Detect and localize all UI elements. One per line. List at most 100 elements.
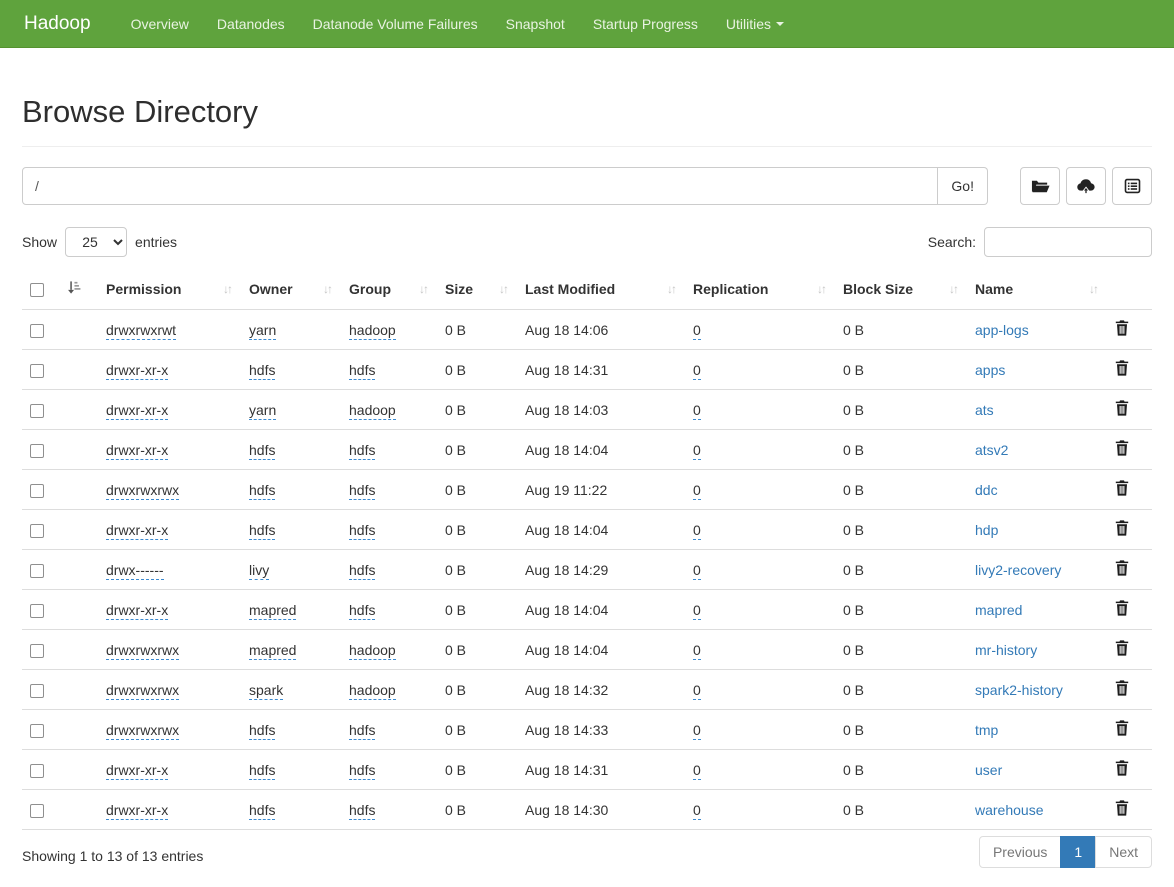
go-button[interactable]: Go! — [938, 167, 988, 205]
group-value[interactable]: hadoop — [349, 681, 396, 700]
row-checkbox[interactable] — [30, 403, 44, 418]
column-header-replication[interactable]: Replication ↓↑ — [685, 271, 835, 310]
replication-value[interactable]: 0 — [693, 521, 701, 540]
row-checkbox[interactable] — [30, 643, 44, 658]
directory-name-link[interactable]: ats — [975, 401, 994, 418]
row-checkbox[interactable] — [30, 523, 44, 538]
directory-name-link[interactable]: atsv2 — [975, 441, 1009, 458]
replication-value[interactable]: 0 — [693, 561, 701, 580]
group-value[interactable]: hdfs — [349, 361, 376, 380]
row-checkbox[interactable] — [30, 763, 44, 778]
trash-icon[interactable] — [1115, 640, 1129, 659]
column-header-block-size[interactable]: Block Size ↓↑ — [835, 271, 967, 310]
owner-value[interactable]: mapred — [249, 601, 297, 620]
replication-value[interactable]: 0 — [693, 601, 701, 620]
permission-value[interactable]: drwxr-xr-x — [106, 761, 169, 780]
owner-value[interactable]: livy — [249, 561, 270, 580]
column-header-permission[interactable]: Permission ↓↑ — [98, 271, 241, 310]
nav-item-datanode-volume-failures[interactable]: Datanode Volume Failures — [312, 15, 478, 32]
replication-value[interactable]: 0 — [693, 321, 701, 340]
column-header-name[interactable]: Name ↓↑ — [967, 271, 1107, 310]
column-header-size[interactable]: Size ↓↑ — [437, 271, 517, 310]
group-value[interactable]: hdfs — [349, 561, 376, 580]
directory-path-input[interactable] — [22, 167, 939, 205]
group-value[interactable]: hadoop — [349, 401, 396, 420]
replication-value[interactable]: 0 — [693, 681, 701, 700]
permission-value[interactable]: drwxrwxrwx — [106, 721, 180, 740]
group-value[interactable]: hadoop — [349, 641, 396, 660]
permission-value[interactable]: drwxr-xr-x — [106, 441, 169, 460]
directory-name-link[interactable]: user — [975, 761, 1003, 778]
owner-value[interactable]: hdfs — [249, 441, 276, 460]
trash-icon[interactable] — [1115, 320, 1129, 339]
permission-value[interactable]: drwxr-xr-x — [106, 601, 169, 620]
group-value[interactable]: hadoop — [349, 321, 396, 340]
directory-name-link[interactable]: mr-history — [975, 641, 1038, 658]
owner-value[interactable]: spark — [249, 681, 284, 700]
sorted-column-header[interactable] — [58, 271, 98, 310]
owner-value[interactable]: hdfs — [249, 721, 276, 740]
pagination-previous[interactable]: Previous — [978, 836, 1062, 868]
group-value[interactable]: hdfs — [349, 441, 376, 460]
trash-icon[interactable] — [1115, 400, 1129, 419]
trash-icon[interactable] — [1115, 480, 1129, 499]
nav-item-datanodes[interactable]: Datanodes — [216, 15, 285, 32]
owner-value[interactable]: yarn — [249, 401, 277, 420]
group-value[interactable]: hdfs — [349, 801, 376, 820]
pagination-page-1[interactable]: 1 — [1060, 836, 1097, 868]
permission-value[interactable]: drwxrwxrwx — [106, 681, 180, 700]
owner-value[interactable]: mapred — [249, 641, 297, 660]
upload-files-button[interactable] — [1066, 167, 1106, 205]
owner-value[interactable]: yarn — [249, 321, 277, 340]
pagination-next[interactable]: Next — [1095, 836, 1152, 868]
nav-item-utilities[interactable]: Utilities — [712, 0, 798, 47]
nav-item-overview[interactable]: Overview — [130, 15, 189, 32]
trash-icon[interactable] — [1115, 760, 1129, 779]
group-value[interactable]: hdfs — [349, 481, 376, 500]
permission-value[interactable]: drwx------ — [106, 561, 164, 580]
row-checkbox[interactable] — [30, 483, 44, 498]
replication-value[interactable]: 0 — [693, 481, 701, 500]
trash-icon[interactable] — [1115, 600, 1129, 619]
permission-value[interactable]: drwxr-xr-x — [106, 801, 169, 820]
row-checkbox[interactable] — [30, 723, 44, 738]
replication-value[interactable]: 0 — [693, 721, 701, 740]
trash-icon[interactable] — [1115, 560, 1129, 579]
create-directory-button[interactable] — [1020, 167, 1060, 205]
row-checkbox[interactable] — [30, 563, 44, 578]
trash-icon[interactable] — [1115, 440, 1129, 459]
permission-value[interactable]: drwxr-xr-x — [106, 401, 169, 420]
permission-value[interactable]: drwxrwxrwx — [106, 481, 180, 500]
search-input[interactable] — [984, 227, 1152, 257]
row-checkbox[interactable] — [30, 323, 44, 338]
owner-value[interactable]: hdfs — [249, 521, 276, 540]
group-value[interactable]: hdfs — [349, 601, 376, 620]
group-value[interactable]: hdfs — [349, 761, 376, 780]
group-value[interactable]: hdfs — [349, 721, 376, 740]
directory-name-link[interactable]: mapred — [975, 601, 1023, 618]
replication-value[interactable]: 0 — [693, 441, 701, 460]
trash-icon[interactable] — [1115, 800, 1129, 819]
row-checkbox[interactable] — [30, 803, 44, 818]
hadoop-brand[interactable]: Hadoop — [24, 12, 91, 34]
directory-name-link[interactable]: hdp — [975, 521, 999, 538]
column-header-last-modified[interactable]: Last Modified ↓↑ — [517, 271, 685, 310]
permission-value[interactable]: drwxrwxrwx — [106, 641, 180, 660]
row-checkbox[interactable] — [30, 603, 44, 618]
row-checkbox[interactable] — [30, 363, 44, 378]
column-header-owner[interactable]: Owner ↓↑ — [241, 271, 341, 310]
directory-name-link[interactable]: apps — [975, 361, 1006, 378]
owner-value[interactable]: hdfs — [249, 361, 276, 380]
directory-name-link[interactable]: spark2-history — [975, 681, 1063, 698]
permission-value[interactable]: drwxr-xr-x — [106, 521, 169, 540]
page-size-select[interactable]: 25 — [65, 227, 128, 257]
directory-name-link[interactable]: livy2-recovery — [975, 561, 1062, 578]
trash-icon[interactable] — [1115, 680, 1129, 699]
replication-value[interactable]: 0 — [693, 641, 701, 660]
owner-value[interactable]: hdfs — [249, 481, 276, 500]
directory-name-link[interactable]: tmp — [975, 721, 999, 738]
replication-value[interactable]: 0 — [693, 761, 701, 780]
replication-value[interactable]: 0 — [693, 801, 701, 820]
permission-value[interactable]: drwxr-xr-x — [106, 361, 169, 380]
nav-item-startup-progress[interactable]: Startup Progress — [592, 15, 698, 32]
